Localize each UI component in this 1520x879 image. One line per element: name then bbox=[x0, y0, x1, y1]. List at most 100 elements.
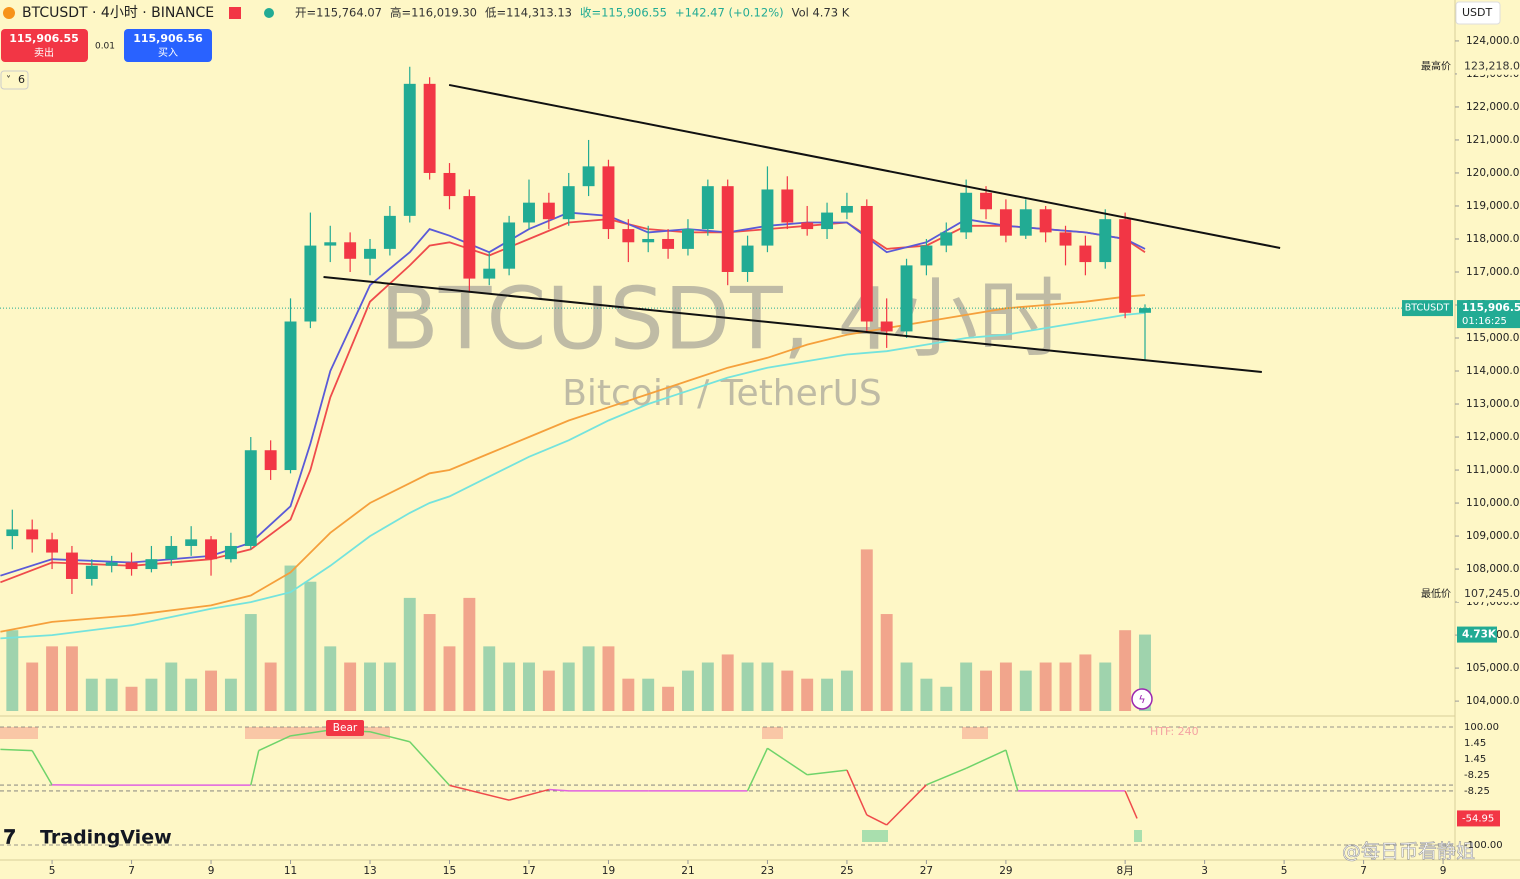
y-tick-label: 115,000.00 bbox=[1466, 332, 1520, 344]
marker-value: 123,218.00 bbox=[1464, 60, 1520, 73]
oscillator-segment bbox=[807, 769, 848, 776]
x-tick-label: 29 bbox=[999, 865, 1012, 877]
candle-body bbox=[244, 450, 257, 546]
candle-body bbox=[582, 166, 595, 187]
oscillator-segment bbox=[409, 741, 451, 786]
candle-body bbox=[900, 265, 913, 332]
oscillator-segment bbox=[369, 730, 410, 743]
candle-body bbox=[1079, 245, 1092, 263]
candle-body bbox=[1059, 232, 1072, 246]
currency-button[interactable] bbox=[1455, 1, 1501, 25]
x-tick-label: 27 bbox=[920, 865, 933, 877]
candle-body bbox=[324, 242, 337, 246]
oscillator-segment bbox=[449, 784, 510, 801]
volume-bar bbox=[463, 597, 476, 711]
state-box bbox=[762, 727, 783, 739]
volume-bar bbox=[582, 646, 595, 711]
candle-body bbox=[622, 229, 635, 243]
y-tick-label: 117,000.00 bbox=[1466, 266, 1520, 278]
volume-bar bbox=[960, 662, 973, 711]
candle-body bbox=[562, 186, 575, 220]
candle-body bbox=[642, 238, 655, 243]
oscillator-segment bbox=[258, 735, 291, 752]
candle-body bbox=[1119, 219, 1132, 313]
candle-body bbox=[523, 202, 535, 223]
volume-bar bbox=[721, 654, 734, 711]
volume-bar bbox=[562, 662, 575, 711]
volume-bar bbox=[781, 670, 794, 711]
candle-body bbox=[85, 565, 98, 579]
y-tick-label: 122,000.00 bbox=[1466, 101, 1520, 113]
trendline bbox=[448, 83, 1281, 249]
x-tick-label: 23 bbox=[761, 865, 774, 877]
x-tick-label: 8月 bbox=[1117, 865, 1134, 877]
volume-bar bbox=[662, 686, 675, 711]
candle-body bbox=[26, 529, 39, 540]
volume-bar bbox=[284, 565, 297, 711]
candle-body bbox=[383, 215, 396, 249]
volume-bar bbox=[165, 662, 178, 711]
level-label: -8.25 bbox=[1464, 770, 1490, 781]
x-tick-label: 7 bbox=[128, 865, 135, 877]
volume-bar bbox=[364, 662, 376, 711]
candle-body bbox=[860, 205, 873, 322]
candle-body bbox=[701, 186, 714, 230]
volume-bar bbox=[383, 662, 396, 711]
volume-bar bbox=[761, 662, 774, 711]
level-label: 1.45 bbox=[1464, 738, 1486, 749]
oscillator-segment bbox=[250, 750, 260, 786]
volume-bar bbox=[1119, 630, 1132, 711]
candle-body bbox=[6, 529, 19, 537]
candle-body bbox=[1099, 219, 1112, 263]
moving-average bbox=[0, 312, 1146, 640]
trendline bbox=[323, 276, 1262, 373]
status-dot bbox=[264, 8, 274, 18]
candle-body bbox=[165, 545, 178, 560]
marker-badge bbox=[1457, 58, 1520, 75]
candle-body bbox=[423, 83, 436, 173]
candle-body bbox=[662, 238, 675, 249]
volume-badge bbox=[1457, 626, 1497, 643]
sell-button[interactable] bbox=[1, 29, 88, 62]
x-tick-label: 19 bbox=[602, 865, 615, 877]
candle-body bbox=[542, 202, 555, 220]
oscillator-segment bbox=[926, 767, 967, 786]
candle-body bbox=[403, 83, 416, 216]
volume-bar bbox=[999, 662, 1012, 711]
ohlc-value: 开=115,764.07 bbox=[295, 6, 382, 20]
credit: @每日币看静姐 bbox=[1342, 841, 1475, 863]
candle-body bbox=[224, 545, 237, 560]
y-tick-label: 121,000.00 bbox=[1466, 134, 1520, 146]
oscillator-value: -54.95 bbox=[1462, 813, 1494, 824]
candle-body bbox=[483, 268, 496, 279]
x-tick-label: 15 bbox=[443, 865, 456, 877]
candle-body bbox=[264, 450, 277, 471]
alert-icon[interactable] bbox=[1131, 688, 1153, 710]
marker-value: 107,245.00 bbox=[1464, 587, 1520, 600]
flag[interactable] bbox=[229, 7, 241, 19]
y-tick-label: 113,000.00 bbox=[1466, 398, 1520, 410]
y-tick-label: 120,000.00 bbox=[1466, 167, 1520, 179]
oscillator-segment bbox=[548, 788, 569, 792]
candle-body bbox=[304, 245, 317, 322]
x-tick-label: 21 bbox=[681, 865, 694, 877]
ohlc-value: 收=115,906.55 bbox=[580, 6, 667, 20]
moving-average bbox=[0, 211, 1146, 577]
indicator-toggle[interactable] bbox=[0, 70, 29, 90]
symbol-label: BTCUSDT bbox=[1405, 303, 1450, 314]
buy-button[interactable] bbox=[124, 29, 212, 62]
x-tick-label: 13 bbox=[363, 865, 376, 877]
candle-body bbox=[1039, 209, 1052, 233]
x-tick-label: 25 bbox=[840, 865, 853, 877]
volume-bar bbox=[602, 646, 615, 711]
oscillator-badge bbox=[1457, 810, 1500, 827]
volume-bar bbox=[403, 597, 416, 711]
state-box bbox=[1134, 830, 1142, 842]
symbol-badge bbox=[1402, 300, 1453, 317]
moving-average bbox=[0, 218, 1146, 584]
alert-glyph: ϟ bbox=[1138, 693, 1145, 706]
volume-bar bbox=[224, 678, 237, 711]
x-tick-label: 7 bbox=[1360, 865, 1367, 877]
